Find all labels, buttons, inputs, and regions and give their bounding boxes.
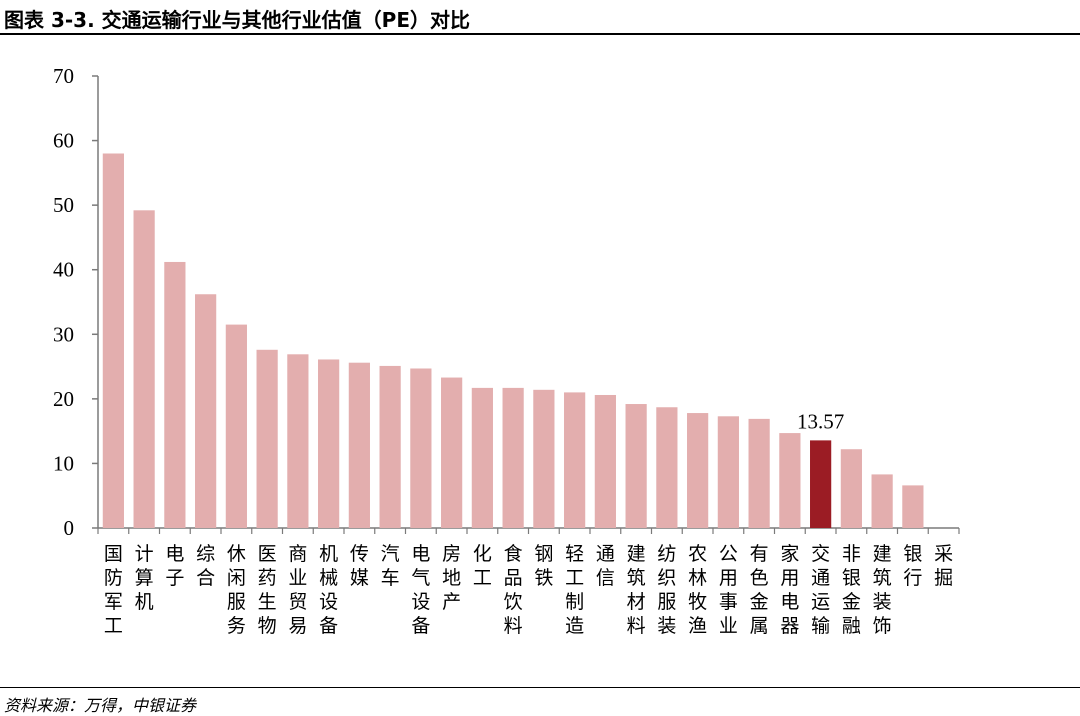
- bar: [656, 407, 678, 528]
- x-tick-label: 医药生物: [258, 543, 277, 637]
- x-tick-label: 传媒: [350, 543, 369, 589]
- bar: [594, 394, 616, 528]
- bar: [748, 418, 770, 528]
- bar: [133, 210, 155, 528]
- x-tick-label: 交通运输: [811, 543, 830, 637]
- y-tick-label: 70: [53, 64, 74, 88]
- x-tick-label: 机械设备: [319, 543, 338, 637]
- x-tick-label: 计算机: [135, 543, 154, 613]
- x-tick-label: 国防军工: [104, 543, 123, 637]
- x-tick-label: 建筑材料: [627, 543, 646, 637]
- x-tick-label: 有色金属: [750, 543, 769, 637]
- bar-chart: 0 10 20 30 40 50 60 70 国防军工计算机电子综合休闲服务医药生物商业贸易机械…: [53, 64, 960, 637]
- bar: [810, 440, 832, 528]
- y-tick-label: 20: [53, 387, 74, 411]
- bar: [779, 433, 801, 528]
- footer-rule: [0, 687, 1080, 688]
- x-tick-label: 电气设备: [411, 543, 430, 637]
- bar: [287, 354, 309, 528]
- bar: [564, 392, 586, 528]
- bar: [533, 389, 555, 528]
- y-tick-label: 10: [53, 451, 74, 475]
- x-tick-label: 汽车: [381, 543, 400, 589]
- bar: [902, 485, 924, 528]
- y-tick-label: 0: [64, 516, 75, 540]
- x-tick-label: 纺织服装: [657, 543, 676, 637]
- bar: [195, 294, 217, 528]
- y-tick-label: 40: [53, 258, 74, 282]
- bar: [471, 387, 493, 528]
- bar: [102, 153, 124, 528]
- bar: [871, 474, 893, 528]
- x-tick-label: 房地产: [442, 543, 461, 613]
- data-label: 13.57: [797, 409, 844, 433]
- y-tick-label: 60: [53, 129, 74, 153]
- x-tick-label: 公用事业: [719, 543, 738, 637]
- x-tick-label: 轻工制造: [565, 543, 584, 637]
- header: 图表 3-3. 交通运输行业与其他行业估值（PE）对比: [0, 0, 1080, 35]
- x-tick-label: 钢铁: [534, 543, 553, 589]
- chart-title: 图表 3-3. 交通运输行业与其他行业估值（PE）对比: [4, 8, 470, 32]
- bar: [348, 362, 370, 528]
- x-tick-label: 化工: [473, 543, 492, 589]
- bar: [256, 349, 278, 528]
- bar: [840, 449, 862, 528]
- x-tick-label: 食品饮料: [504, 543, 523, 637]
- bar: [502, 387, 524, 528]
- y-tick-label: 30: [53, 322, 74, 346]
- y-tick-label: 50: [53, 193, 74, 217]
- bar: [687, 413, 709, 528]
- x-tick-label: 休闲服务: [227, 543, 246, 637]
- source-note: 资料来源：万得，中银证券: [4, 696, 197, 715]
- bar: [225, 324, 247, 528]
- x-tick-label: 家用电器: [780, 543, 799, 637]
- bar: [625, 404, 647, 528]
- x-tick-label: 银行: [903, 543, 922, 589]
- x-tick-label: 非银金融: [842, 543, 861, 637]
- bar: [410, 368, 432, 528]
- x-tick-label: 建筑装饰: [873, 543, 892, 637]
- bar: [717, 416, 739, 528]
- bar: [318, 359, 340, 528]
- x-tick-label: 商业贸易: [288, 543, 307, 637]
- bar: [441, 377, 463, 528]
- header-rule: [0, 33, 1080, 35]
- bar: [164, 261, 186, 528]
- x-tick-label: 农林牧渔: [688, 543, 707, 637]
- x-tick-label: 采掘: [934, 543, 953, 589]
- x-tick-label: 电子: [165, 543, 184, 589]
- x-tick-label: 通信: [596, 543, 615, 589]
- bar: [379, 365, 401, 528]
- x-tick-label: 综合: [196, 543, 215, 589]
